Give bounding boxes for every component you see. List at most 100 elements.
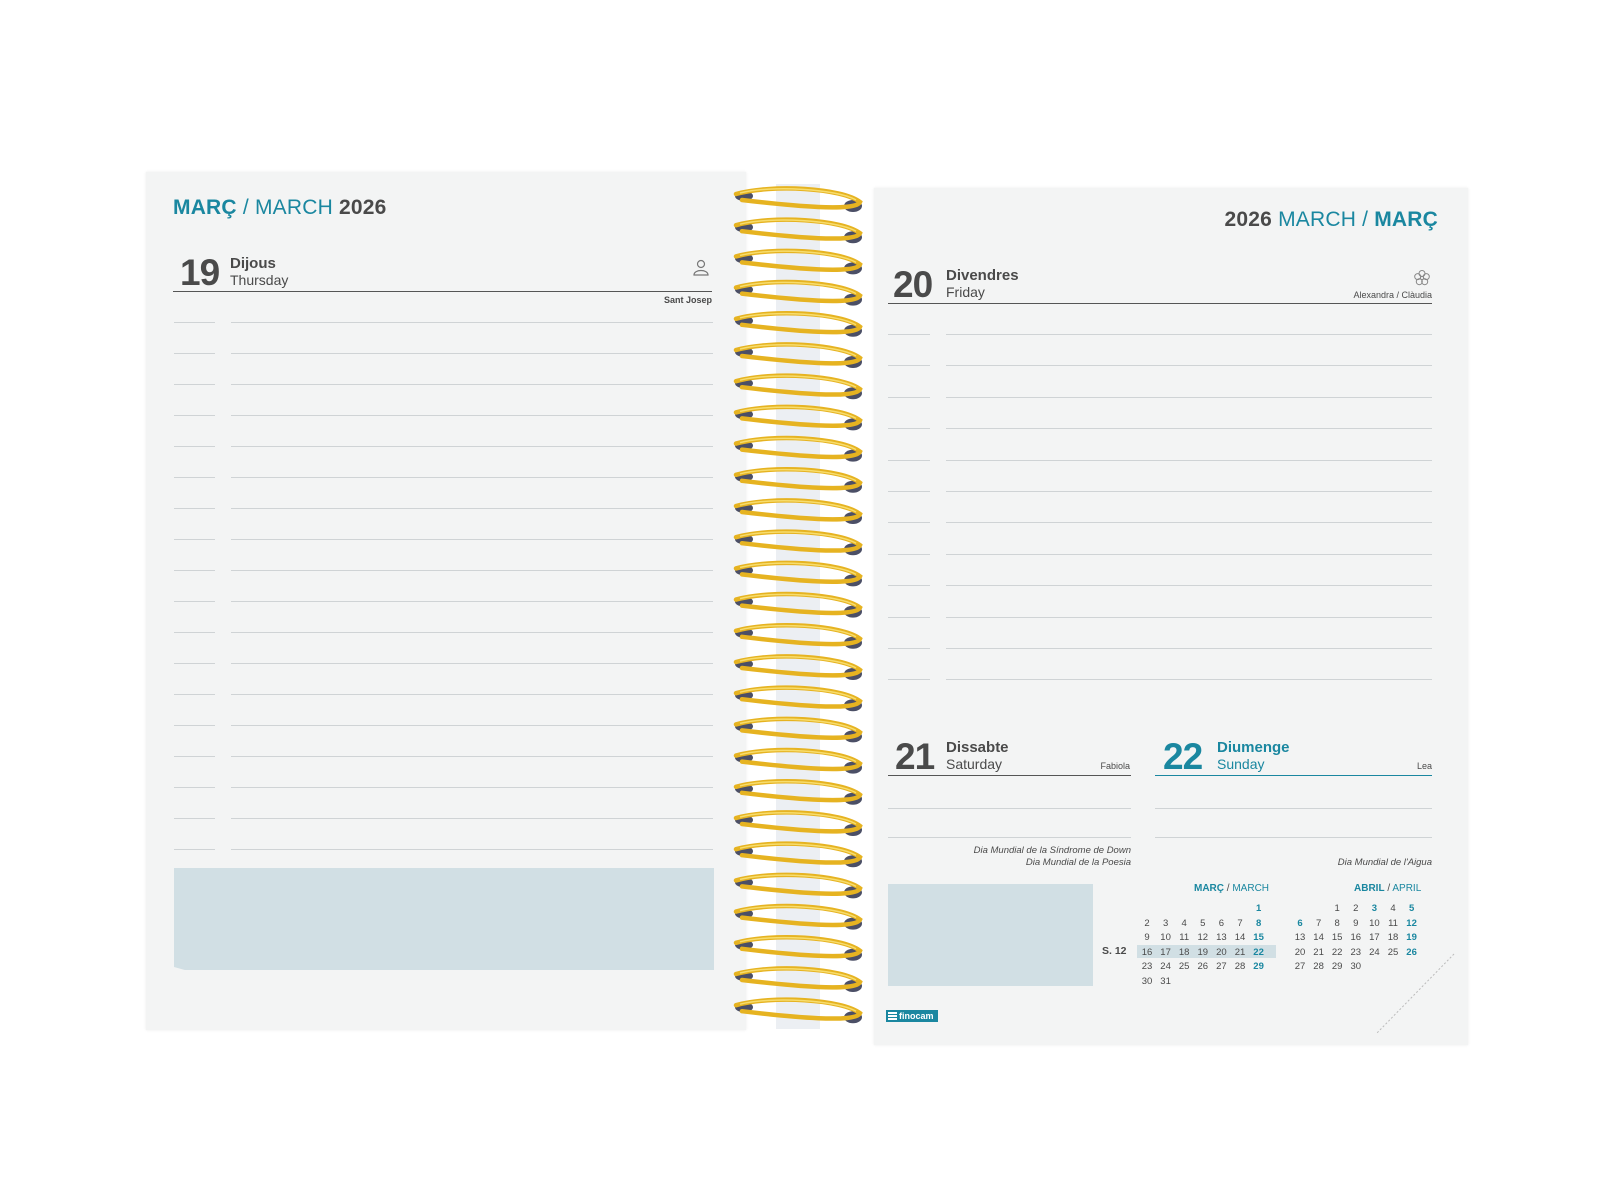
writing-line bbox=[231, 601, 713, 602]
day-21-event-1: Dia Mundial de la Síndrome de Down bbox=[973, 845, 1131, 856]
right-month-sep: / bbox=[1362, 208, 1369, 231]
spiral-coil bbox=[733, 560, 863, 587]
time-line bbox=[888, 459, 930, 461]
writing-line bbox=[946, 553, 1432, 555]
spiral-binding bbox=[733, 184, 863, 1029]
mini-cal-day: 5 bbox=[1200, 917, 1206, 929]
mini-cal-day: 12 bbox=[1406, 917, 1417, 929]
spiral-coil bbox=[733, 435, 863, 462]
mini-cal-day: 3 bbox=[1371, 903, 1378, 914]
spiral-coil bbox=[733, 997, 863, 1024]
mini-cal-day: 18 bbox=[1387, 932, 1399, 943]
mini-cal-day: 16 bbox=[1141, 946, 1153, 958]
left-month-ca: MARÇ bbox=[173, 196, 237, 219]
writing-line bbox=[231, 570, 713, 571]
mini-cal-day: 2 bbox=[1144, 917, 1150, 929]
time-line bbox=[888, 428, 930, 430]
mini-cal-day: 10 bbox=[1160, 932, 1171, 943]
time-line bbox=[174, 508, 215, 509]
spiral-coil bbox=[733, 810, 863, 836]
time-line bbox=[174, 725, 215, 726]
spiral-coil bbox=[733, 966, 863, 992]
writing-line bbox=[946, 334, 1432, 335]
day-21-rule bbox=[888, 775, 1131, 776]
mini-cal-day: 23 bbox=[1141, 961, 1153, 972]
writing-line bbox=[231, 477, 713, 478]
left-month-en: MARCH bbox=[254, 196, 333, 219]
time-line bbox=[174, 570, 215, 571]
mini-cal-day: 14 bbox=[1313, 932, 1324, 943]
day-20-number: 20 bbox=[893, 264, 933, 305]
spiral-coil bbox=[733, 311, 863, 337]
spiral-coil bbox=[733, 747, 863, 774]
mini-cal-day: 11 bbox=[1388, 917, 1398, 929]
time-line bbox=[174, 322, 215, 323]
time-line bbox=[174, 756, 215, 757]
day-22-name-ca: Diumenge bbox=[1217, 739, 1290, 756]
time-line bbox=[174, 384, 215, 385]
spiral-coil bbox=[733, 373, 863, 400]
time-line bbox=[174, 849, 215, 850]
writing-line bbox=[231, 756, 713, 757]
mini-cal-day: 5 bbox=[1408, 903, 1415, 914]
mini-cal-day: 14 bbox=[1234, 932, 1246, 943]
mini-cal-day: 26 bbox=[1197, 961, 1209, 972]
time-line bbox=[888, 365, 930, 367]
mini-cal-day: 25 bbox=[1387, 946, 1399, 958]
mini-cal-day: 29 bbox=[1253, 961, 1264, 972]
mini-cal-day: 6 bbox=[1218, 917, 1225, 929]
day-22-event-1: Dia Mundial de l'Aigua bbox=[1337, 857, 1432, 868]
mini-cal-march-title-ca: MARÇ bbox=[1194, 883, 1224, 894]
time-line bbox=[174, 818, 215, 819]
day-21-name-en: Saturday bbox=[946, 756, 1003, 772]
spiral-coil bbox=[733, 279, 863, 306]
mini-cal-day: 9 bbox=[1353, 917, 1359, 929]
spiral-coil bbox=[733, 591, 863, 618]
spiral-coil bbox=[733, 935, 863, 961]
mini-cal-day: 2 bbox=[1353, 903, 1359, 914]
right-notes-box bbox=[888, 884, 1093, 986]
mini-cal-day: 1 bbox=[1255, 903, 1262, 914]
time-line bbox=[174, 601, 215, 602]
writing-line bbox=[231, 694, 713, 695]
mini-cal-april-title: ABRIL / APRIL bbox=[1354, 883, 1421, 894]
day-22-saint: Lea bbox=[1416, 761, 1432, 771]
finocam-logo: finocam bbox=[886, 1010, 938, 1022]
spiral-coil bbox=[733, 716, 863, 743]
mini-cal-day: 22 bbox=[1253, 946, 1264, 958]
mini-cal-april-title-sep: / bbox=[1387, 883, 1391, 894]
writing-line bbox=[231, 849, 713, 850]
time-line bbox=[888, 522, 930, 524]
mini-cal-march-title-en: MARCH bbox=[1232, 883, 1270, 894]
mini-cal-day: 30 bbox=[1141, 975, 1153, 987]
right-month-header: 2026 MARCH / MARÇ bbox=[1208, 208, 1438, 232]
writing-line bbox=[231, 787, 713, 788]
time-line bbox=[174, 539, 215, 540]
mini-cal-day: 17 bbox=[1369, 932, 1380, 943]
mini-cal-day: 4 bbox=[1390, 903, 1396, 914]
writing-line bbox=[231, 446, 713, 447]
time-line bbox=[174, 694, 215, 695]
spiral-coil bbox=[733, 498, 863, 524]
mini-cal-day: 20 bbox=[1294, 946, 1306, 958]
mini-cal-day: 25 bbox=[1178, 961, 1190, 972]
spiral-coil bbox=[733, 404, 863, 431]
binding-strip bbox=[776, 184, 820, 1029]
writing-line bbox=[946, 491, 1432, 492]
writing-line bbox=[231, 508, 713, 509]
writing-line bbox=[231, 663, 713, 664]
mini-cal-day: 8 bbox=[1255, 917, 1262, 929]
spiral-coil bbox=[733, 467, 863, 493]
time-line bbox=[888, 334, 930, 335]
writing-line bbox=[946, 616, 1432, 618]
spiral-coil bbox=[733, 903, 863, 930]
left-notes-box bbox=[174, 868, 714, 970]
spiral-coil bbox=[733, 217, 863, 244]
mini-cal-march-title: MARÇ / MARCH bbox=[1194, 883, 1269, 894]
mini-cal-day: 20 bbox=[1216, 946, 1227, 958]
left-year: 2026 bbox=[338, 196, 387, 219]
mini-cal-day: 10 bbox=[1369, 917, 1380, 929]
time-line bbox=[174, 663, 215, 664]
spiral-coil bbox=[733, 529, 863, 556]
flower-icon bbox=[1414, 270, 1430, 286]
